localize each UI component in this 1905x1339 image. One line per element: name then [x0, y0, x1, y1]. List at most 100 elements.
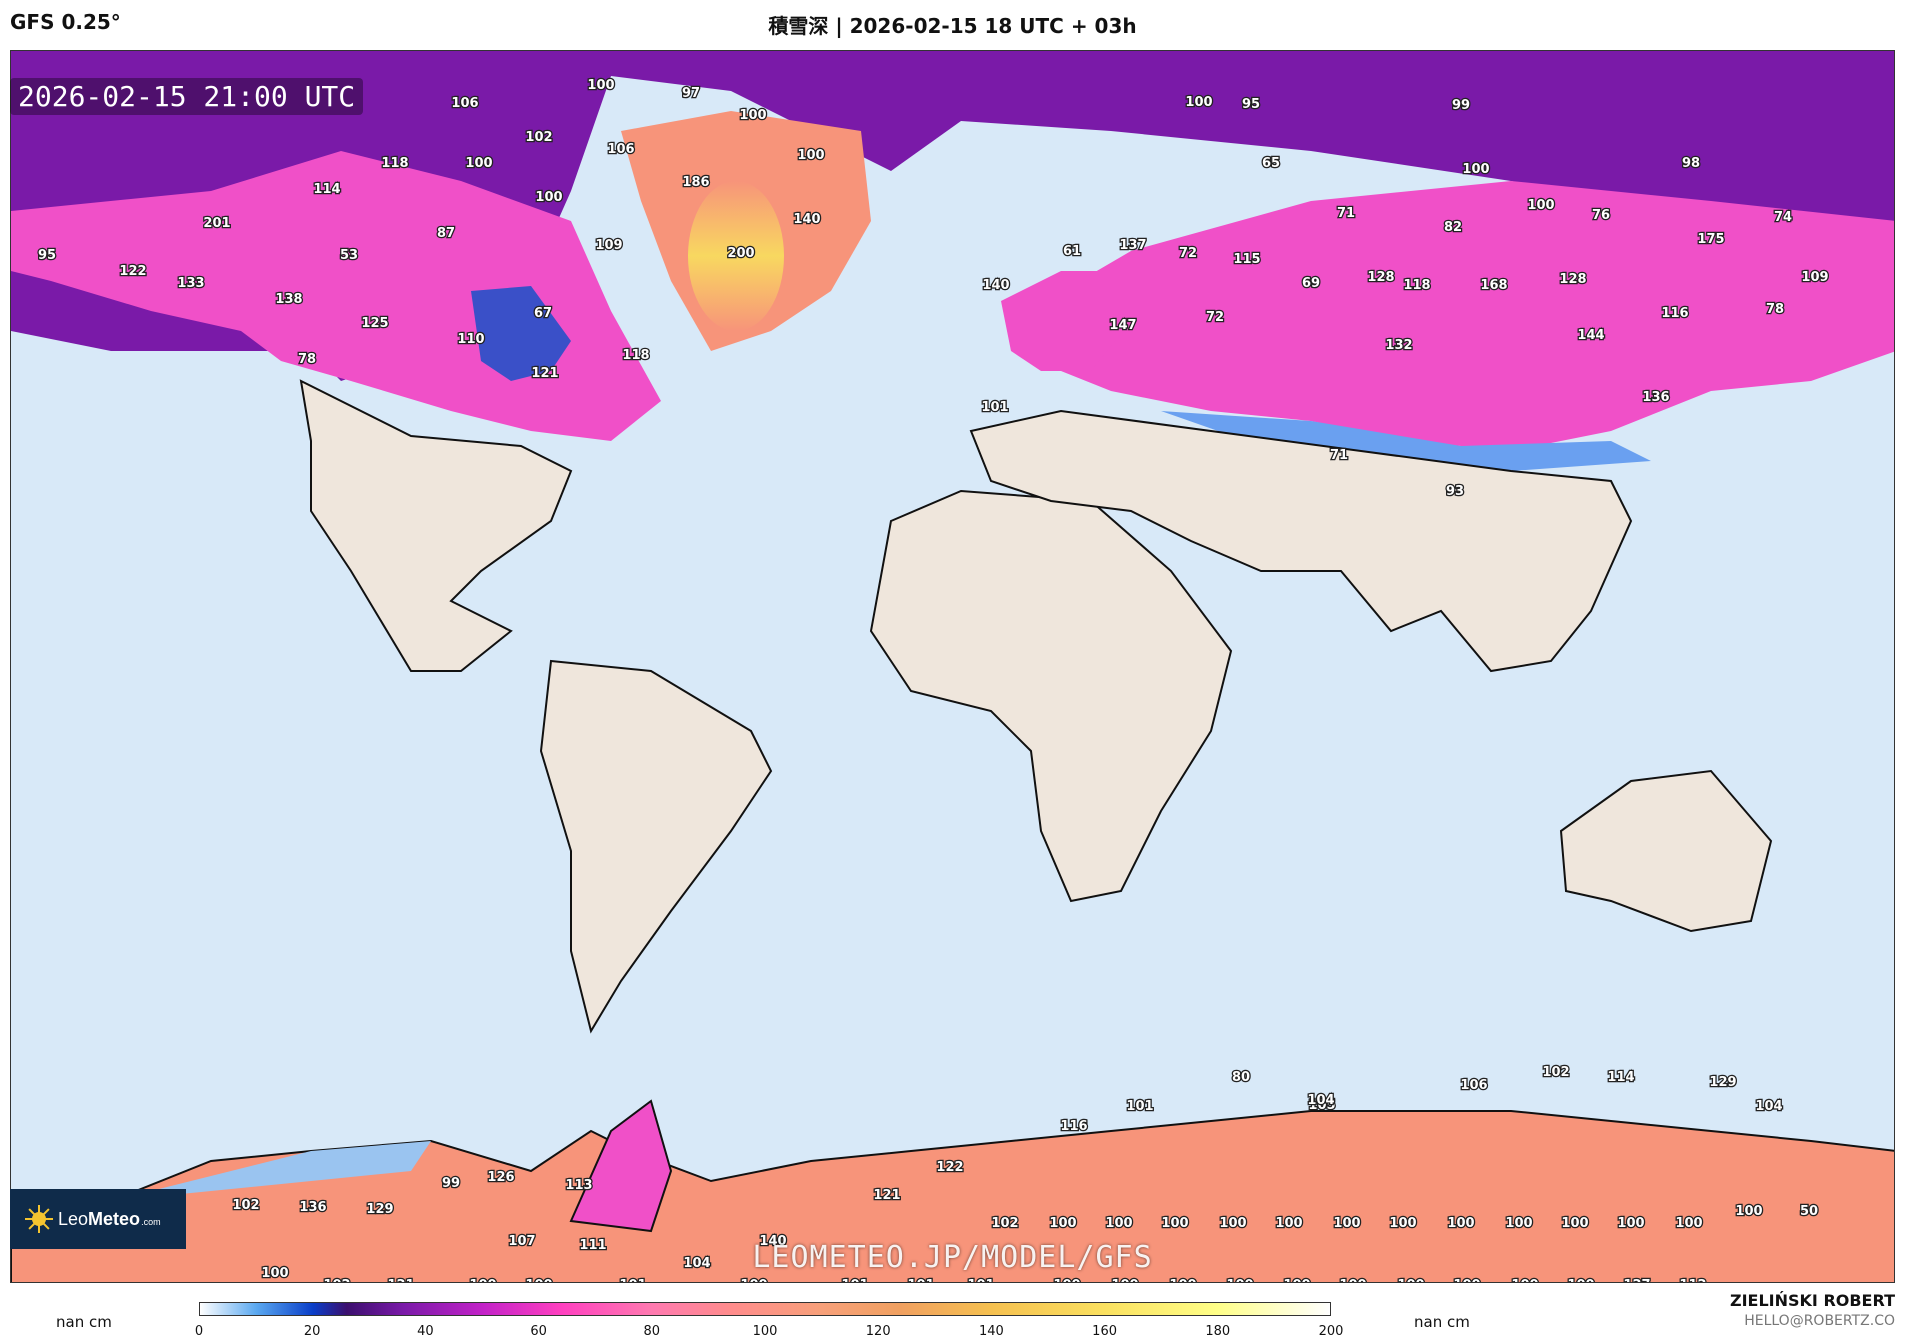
- snow-depth-label: 125: [361, 316, 388, 331]
- snow-depth-label: 121: [531, 366, 558, 381]
- snow-depth-label: 98: [1682, 156, 1700, 171]
- snow-depth-label: 101: [1126, 1099, 1153, 1114]
- colorbar-tick: 60: [530, 1324, 547, 1339]
- snow-depth-label: 101: [981, 400, 1008, 415]
- snow-depth-label: 53: [340, 248, 358, 263]
- snow-depth-label: 95: [38, 248, 56, 263]
- colorbar-tick: 20: [303, 1324, 321, 1339]
- sun-icon: [24, 1204, 54, 1234]
- snow-depth-label: 61: [1063, 244, 1081, 259]
- snow-depth-label: 50: [1800, 1204, 1818, 1219]
- snow-depth-label: 78: [298, 352, 316, 367]
- snow-depth-label: 80: [1232, 1070, 1250, 1085]
- colorbar-tick: 160: [1092, 1324, 1118, 1339]
- snow-depth-label: 100: [1505, 1216, 1532, 1231]
- snow-depth-label: 65: [1262, 156, 1280, 171]
- eurasia-snow: [1011, 181, 1894, 451]
- snow-depth-label: 100: [1511, 1278, 1538, 1283]
- snow-depth-label: 100: [1397, 1278, 1424, 1283]
- snow-depth-label: 111: [579, 1238, 606, 1253]
- snow-depth-label: 128: [1559, 272, 1586, 287]
- snow-depth-label: 140: [759, 1234, 786, 1249]
- snow-depth-label: 118: [381, 156, 408, 171]
- colorbar-tick: 140: [978, 1324, 1004, 1339]
- snow-depth-label: 100: [739, 108, 766, 123]
- snow-depth-label: 100: [535, 190, 562, 205]
- snow-depth-label: 140: [793, 212, 820, 227]
- greenland-core: [688, 181, 784, 331]
- snow-depth-label: 100: [1389, 1216, 1416, 1231]
- colorbar-tick: 200: [1318, 1324, 1344, 1339]
- snow-depth-label: 100: [1567, 1278, 1594, 1283]
- snow-depth-label: 100: [797, 148, 824, 163]
- snow-depth-label: 137: [1119, 238, 1146, 253]
- map-canvas[interactable]: 100 97 100 106 102 100 106 186 100 118 114 100 140 20…: [11, 51, 1895, 1283]
- snow-depth-label: 136: [299, 1200, 326, 1215]
- snow-depth-label: 109: [1801, 270, 1828, 285]
- antarctic-peninsula: [569, 1099, 673, 1233]
- leometeo-logo[interactable]: LeoMeteo.com: [10, 1189, 186, 1249]
- snow-depth-label: 102: [323, 1278, 350, 1283]
- snow-depth-label: 72: [1206, 310, 1224, 325]
- map-title: 積雪深 | 2026-02-15 18 UTC + 03h: [768, 14, 1137, 38]
- snow-depth-label: 101: [967, 1278, 994, 1283]
- snow-depth-label: 186: [682, 175, 709, 190]
- snow-depth-label: 110: [457, 332, 484, 347]
- snow-depth-label: 100: [1333, 1216, 1360, 1231]
- snow-depth-label: 112: [1679, 1278, 1706, 1283]
- snow-depth-label: 132: [1385, 338, 1412, 353]
- snow-depth-label: 71: [1330, 448, 1348, 463]
- snow-depth-label: 100: [1447, 1216, 1474, 1231]
- snow-depth-label: 104: [1307, 1093, 1334, 1108]
- snow-depth-label: 101: [619, 1278, 646, 1283]
- africa: [869, 489, 1233, 903]
- snow-depth-label: 76: [1592, 208, 1610, 223]
- snow-depth-label: 82: [1444, 220, 1462, 235]
- snow-depth-label: 100: [261, 1266, 288, 1281]
- colorbar-tick: 0: [194, 1324, 204, 1339]
- snow-depth-label: 100: [1617, 1216, 1644, 1231]
- snow-depth-label: 106: [1460, 1078, 1487, 1093]
- snow-depth-label: 109: [595, 238, 622, 253]
- snow-depth-label: 102: [232, 1198, 259, 1213]
- snow-depth-label: 113: [565, 1178, 592, 1193]
- snow-depth-label: 78: [1766, 302, 1784, 317]
- snow-depth-label: 118: [622, 348, 649, 363]
- logo-text: LeoMeteo.com: [58, 1208, 161, 1229]
- snow-depth-label: 114: [1607, 1070, 1634, 1085]
- snow-depth-label: 122: [936, 1160, 963, 1175]
- snow-depth-label: 101: [907, 1278, 934, 1283]
- colorbar-tick: 100: [752, 1324, 778, 1339]
- snow-depth-label: 100: [1453, 1278, 1480, 1283]
- snow-depth-label: 104: [1755, 1099, 1782, 1114]
- snow-depth-label: 100: [525, 1278, 552, 1283]
- snow-depth-label: 102: [991, 1216, 1018, 1231]
- snow-depth-label: 116: [1060, 1119, 1087, 1134]
- snow-depth-label: 100: [1226, 1278, 1253, 1283]
- snow-depth-label: 100: [469, 1278, 496, 1283]
- snow-depth-label: 147: [1109, 318, 1136, 333]
- snow-depth-label: 168: [1480, 278, 1507, 293]
- snow-depth-label: 200: [727, 246, 754, 261]
- colorbar-tick: 120: [865, 1324, 891, 1339]
- snow-depth-label: 138: [275, 292, 302, 307]
- australia: [1559, 769, 1773, 933]
- snow-depth-label: 116: [1661, 306, 1688, 321]
- snow-depth-label: 114: [313, 182, 340, 197]
- author-name: ZIELIŃSKI ROBERT: [1729, 1291, 1895, 1310]
- snow-depth-label: 105: [1308, 1098, 1335, 1113]
- snow-depth-label: 100: [465, 156, 492, 171]
- map-frame[interactable]: 100 97 100 106 102 100 106 186 100 118 114 100 140 20…: [10, 50, 1895, 1283]
- snow-depth-label: 118: [1403, 278, 1430, 293]
- snow-depth-label: 100: [1105, 1216, 1132, 1231]
- snow-depth-label: 175: [1697, 232, 1724, 247]
- snow-depth-label: 100: [1049, 1216, 1076, 1231]
- snow-depth-label: 144: [1577, 328, 1604, 343]
- snow-depth-label: 100: [1462, 162, 1489, 177]
- snow-depth-label: 100: [1053, 1278, 1080, 1283]
- snow-depth-label: 100: [1527, 198, 1554, 213]
- snow-depth-label: 104: [683, 1256, 710, 1271]
- snow-depth-label: 100: [1275, 1216, 1302, 1231]
- snow-depth-label: 100: [1283, 1278, 1310, 1283]
- snow-depth-label: 100: [1219, 1216, 1246, 1231]
